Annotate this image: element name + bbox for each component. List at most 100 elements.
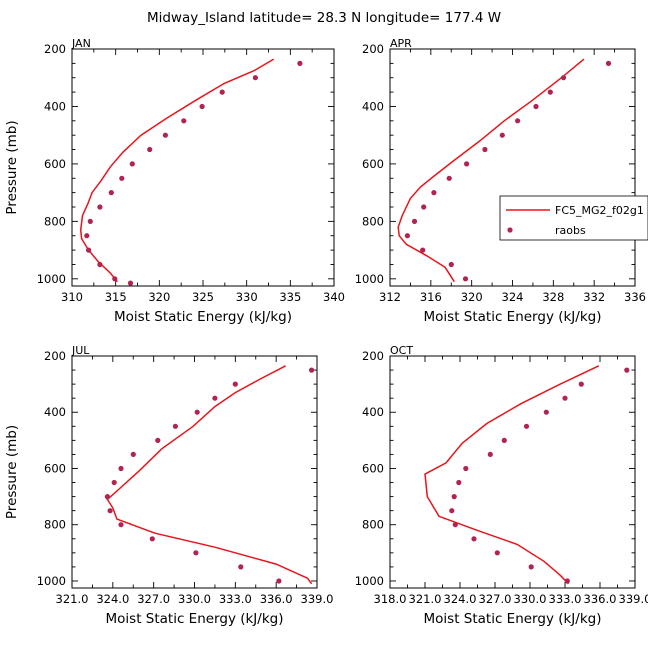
x-tick-label: 325 [192, 290, 214, 304]
panel-title: JUL [71, 344, 90, 357]
panel-jan: JAN 200 400 600 800 1000 310 315 320 325 330 335 340… [4, 37, 345, 325]
y-tick-label: 400 [44, 405, 66, 419]
raob-point [84, 233, 90, 239]
raob-point [219, 89, 225, 95]
x-axis-label: Moist Static Energy (kJ/kg) [106, 611, 284, 627]
x-tick-label: 310 [61, 290, 83, 304]
y-tick-label: 400 [362, 405, 384, 419]
raob-point [605, 60, 612, 66]
y-tick-label: 600 [44, 157, 66, 171]
x-tick-label: 336.0 [260, 592, 293, 606]
legend-model-label: FC5_MG2_f02g1 [555, 204, 644, 217]
x-tick-label: 324.0 [444, 592, 477, 606]
x-tick-label: 330.0 [178, 592, 211, 606]
raob-point [104, 494, 110, 500]
raob-point [463, 465, 469, 472]
y-tick-label: 200 [44, 42, 66, 56]
raob-point [411, 218, 418, 224]
x-tick-label: 336 [624, 290, 646, 304]
y-tick-label: 600 [362, 461, 384, 475]
raob-point [162, 132, 168, 138]
raob-point [404, 233, 410, 239]
raob-point [111, 479, 117, 486]
raob-point [562, 395, 568, 401]
raob-point [97, 204, 103, 210]
panel-jul: JUL 200 400 600 800 1000 321.0 324.0 327.0 330.0 3… [4, 344, 333, 627]
raob-point [108, 190, 114, 196]
raob-point [515, 118, 521, 124]
y-tick-label: 1000 [355, 574, 384, 588]
plot-frame [71, 48, 335, 287]
x-tick-label: 324 [502, 290, 524, 304]
raob-point [107, 508, 113, 514]
raob-point [482, 146, 488, 153]
x-axis-label: Moist Static Energy (kJ/kg) [114, 309, 292, 325]
panel-title: APR [390, 37, 412, 50]
x-tick-label: 321.0 [56, 592, 89, 606]
raob-point [193, 550, 199, 556]
raob-point [212, 395, 218, 401]
raob-point [528, 564, 534, 570]
raob-point [118, 522, 124, 528]
raob-point [309, 367, 315, 373]
raob-point [501, 437, 507, 443]
legend-obs-label: raobs [555, 224, 586, 237]
figure-title: Midway_Island latitude= 28.3 N longitude… [147, 10, 501, 26]
legend-box [499, 195, 648, 241]
raob-point [238, 564, 244, 570]
x-tick-label: 328 [542, 290, 564, 304]
raob-point [127, 280, 134, 286]
raob-point [86, 247, 92, 253]
raob-point [149, 536, 155, 542]
legend-obs-swatch [507, 227, 513, 233]
raob-point [119, 175, 125, 181]
raob-point [129, 161, 135, 167]
model-line [79, 58, 275, 283]
raob-point [578, 381, 584, 387]
y-tick-label: 800 [362, 518, 384, 532]
x-tick-label: 318.0 [374, 592, 407, 606]
raob-point [232, 381, 238, 387]
y-tick-label: 800 [44, 214, 66, 228]
raob-point [199, 103, 205, 110]
x-tick-label: 327.0 [479, 592, 512, 606]
raob-point [172, 423, 178, 429]
raob-point [533, 103, 539, 110]
x-tick-label: 315 [105, 290, 127, 304]
x-tick-label: 321.0 [409, 592, 442, 606]
panel-title: OCT [390, 344, 413, 357]
raob-point [451, 494, 457, 500]
raob-point [560, 75, 567, 81]
x-tick-label: 335 [279, 290, 301, 304]
raob-point [194, 409, 200, 415]
y-tick-label: 1000 [37, 272, 66, 286]
x-tick-label: 336.0 [584, 592, 617, 606]
raob-point [543, 409, 549, 415]
y-tick-label: 1000 [37, 574, 66, 588]
raob-point [276, 578, 282, 584]
raob-point [462, 276, 469, 282]
x-axis-label: Moist Static Energy (kJ/kg) [424, 309, 602, 325]
x-tick-label: 339.0 [301, 592, 334, 606]
raob-point [487, 451, 493, 457]
y-tick-label: 800 [44, 518, 66, 532]
x-tick-label: 330.0 [514, 592, 547, 606]
raob-point [420, 247, 426, 253]
raob-point [87, 218, 93, 224]
raob-point [252, 75, 258, 81]
y-tick-label: 400 [44, 99, 66, 113]
raob-point [155, 437, 161, 443]
y-tick-label: 200 [362, 42, 384, 56]
x-tick-label: 333.0 [549, 592, 582, 606]
raob-point [147, 146, 153, 153]
raob-point [499, 132, 505, 138]
raob-point [624, 367, 630, 373]
y-tick-label: 600 [362, 157, 384, 171]
panel-apr: APR 200 400 600 800 1000 312 316 320 324 328 332 336… [355, 37, 646, 325]
y-tick-label: 200 [362, 349, 384, 363]
raob-point [181, 118, 187, 124]
raob-point [471, 536, 477, 542]
raob-point [494, 550, 500, 556]
